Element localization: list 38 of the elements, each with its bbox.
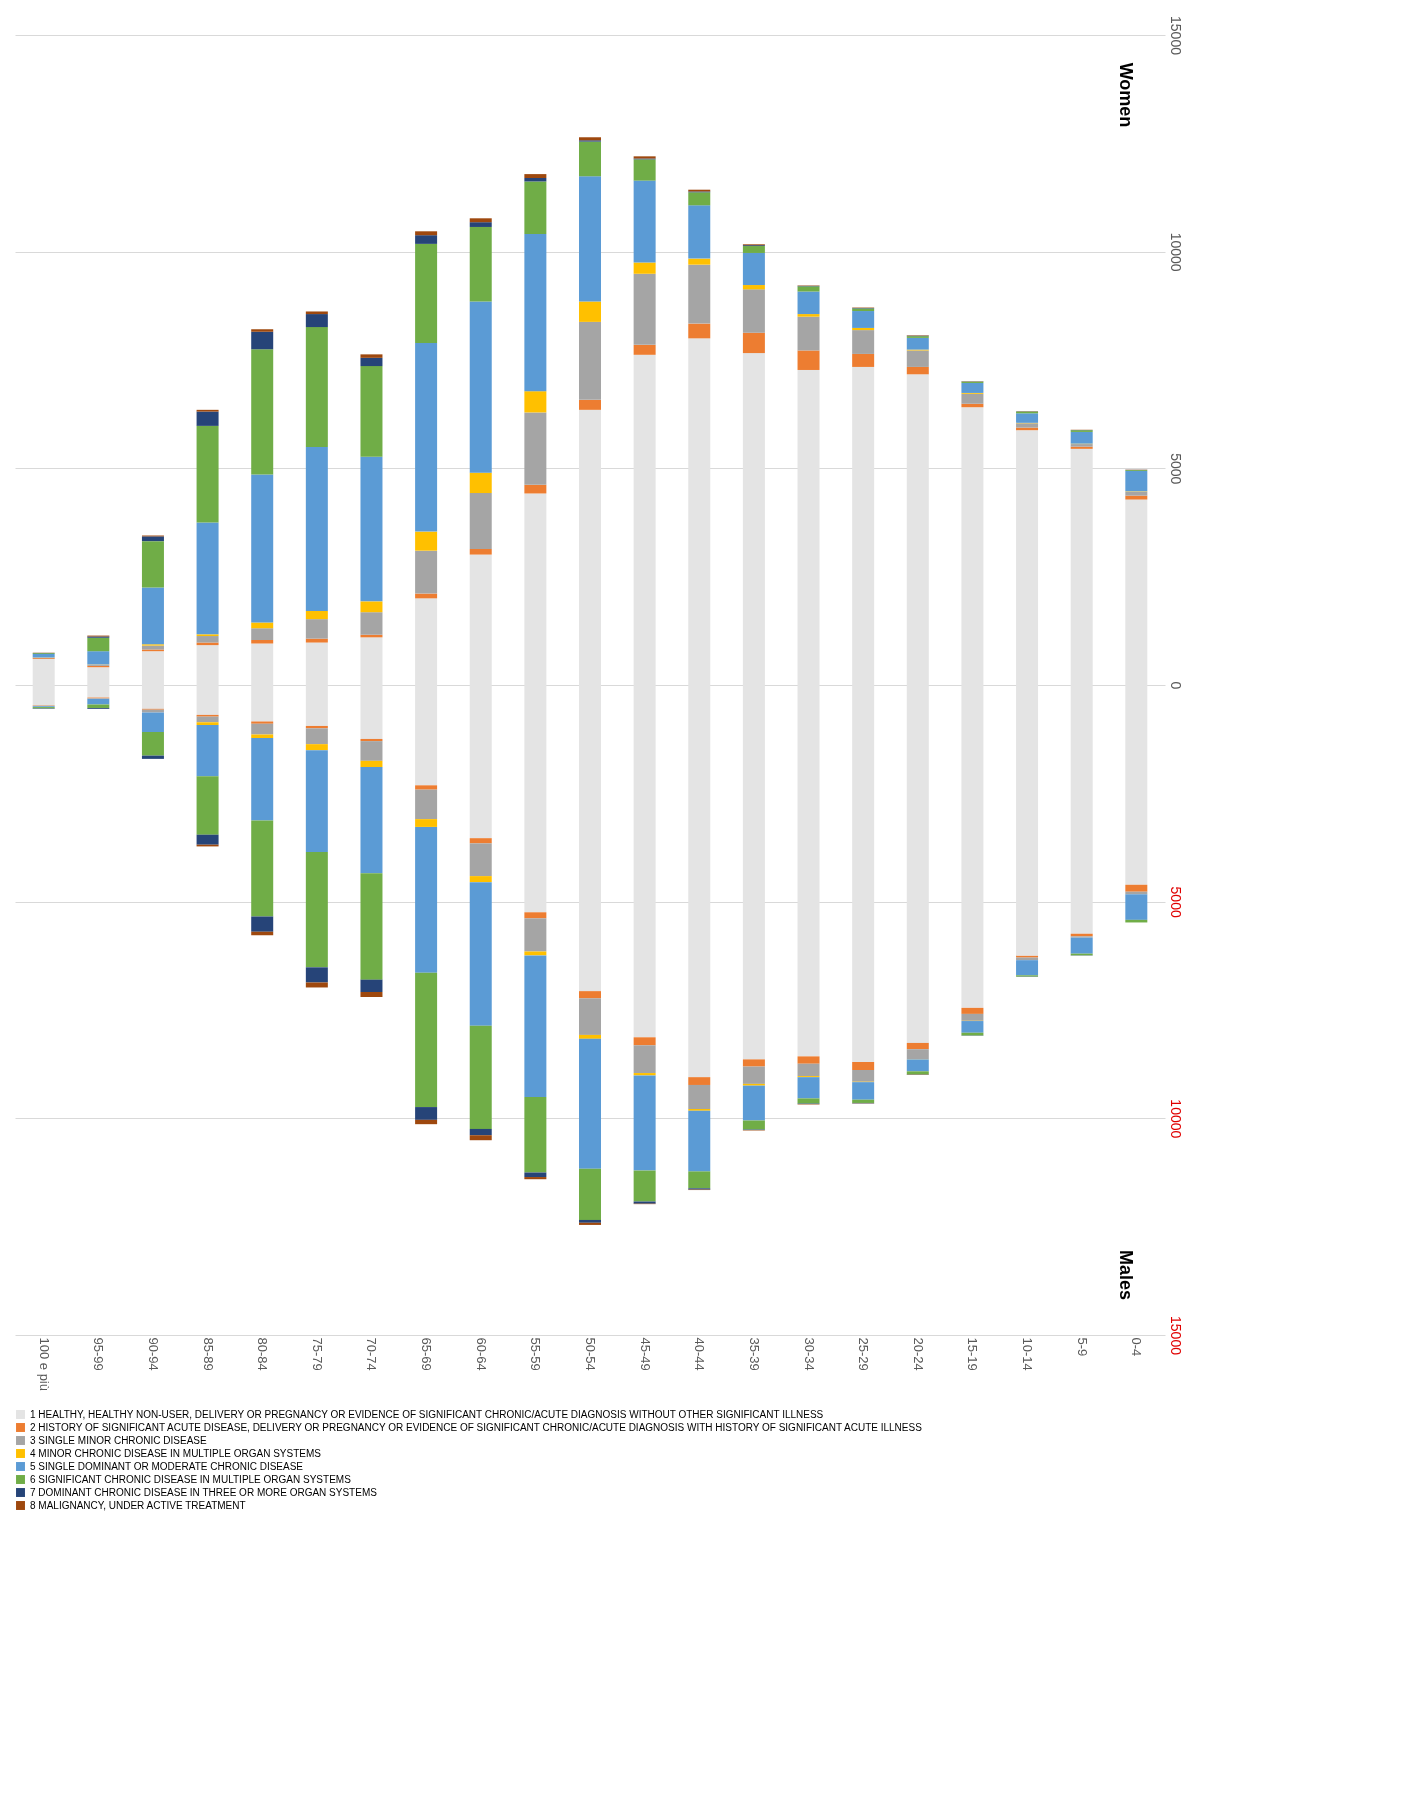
x-tick-label: 45-49: [637, 1337, 653, 1371]
x-tick-label: 80-84: [255, 1337, 271, 1371]
y-tick-label: 5000: [1167, 886, 1184, 918]
y-tick-label: 10000: [1167, 232, 1184, 272]
legend-label: 6 SIGNIFICANT CHRONIC DISEASE IN MULTIPLE ORGAN SYSTEMS: [30, 1473, 352, 1485]
legend-label: 1 HEALTHY, HEALTHY NON-USER, DELIVERY OR PREGNANCY OR EVIDENCE OF SIGNIFICANT CHRONIC/ACUTE DIAGNOSIS WITHOUT OTHER SIGNIFICANT ILLNESS: [30, 1408, 824, 1420]
legend-label: 2 HISTORY OF SIGNIFICANT ACUTE DISEASE, DELIVERY OR PREGNANCY OR EVIDENCE OF SIGNIFICANT CHRONIC/ACUTE DIAGNOSIS WITH HISTORY OF SIGNIFICANT ACUTE ILLNESS: [30, 1421, 923, 1433]
annotation: Males: [1116, 1249, 1136, 1301]
x-tick-label: 95-99: [91, 1337, 107, 1371]
x-tick-label: 50-54: [583, 1337, 598, 1371]
x-tick-label: 90-94: [145, 1337, 161, 1371]
x-tick-label: 25-29: [856, 1337, 872, 1371]
x-tick-label: 70-74: [364, 1337, 380, 1371]
x-tick-label: 75-79: [309, 1337, 325, 1371]
legend-label: 3 SINGLE MINOR CHRONIC DISEASE: [30, 1434, 208, 1446]
annotation: Women: [1116, 62, 1136, 128]
x-tick-label: 65-69: [419, 1337, 435, 1371]
x-tick-label: 10-14: [1020, 1337, 1036, 1371]
x-tick-label: 55-59: [528, 1337, 544, 1371]
x-tick-label: 5-9: [1074, 1337, 1090, 1357]
y-tick-label: 15000: [1167, 1316, 1184, 1356]
x-tick-label: 0-4: [1129, 1337, 1145, 1357]
x-tick-label: 85-89: [200, 1337, 216, 1371]
y-tick-label: 10000: [1167, 1099, 1184, 1139]
x-tick-label: 35-39: [746, 1337, 762, 1371]
x-tick-label: 40-44: [692, 1337, 708, 1371]
x-tick-label: 60-64: [473, 1337, 489, 1371]
legend-label: 4 MINOR CHRONIC DISEASE IN MULTIPLE ORGAN SYSTEMS: [30, 1447, 322, 1459]
y-tick-label: 5000: [1167, 453, 1184, 485]
x-tick-label: 100 e più: [36, 1337, 52, 1391]
x-tick-label: 30-34: [801, 1337, 817, 1371]
legend-label: 8 MALIGNANCY, UNDER ACTIVE TREATMENT: [30, 1499, 246, 1511]
y-tick-label: 0: [1167, 681, 1184, 690]
x-tick-label: 15-19: [965, 1337, 981, 1371]
legend-label: 7 DOMINANT CHRONIC DISEASE IN THREE OR MORE ORGAN SYSTEMS: [30, 1486, 378, 1498]
x-tick-label: 20-24: [910, 1337, 926, 1371]
y-tick-label: 15000: [1167, 16, 1184, 56]
legend-label: 5 SINGLE DOMINANT OR MODERATE CHRONIC DISEASE: [30, 1460, 304, 1472]
